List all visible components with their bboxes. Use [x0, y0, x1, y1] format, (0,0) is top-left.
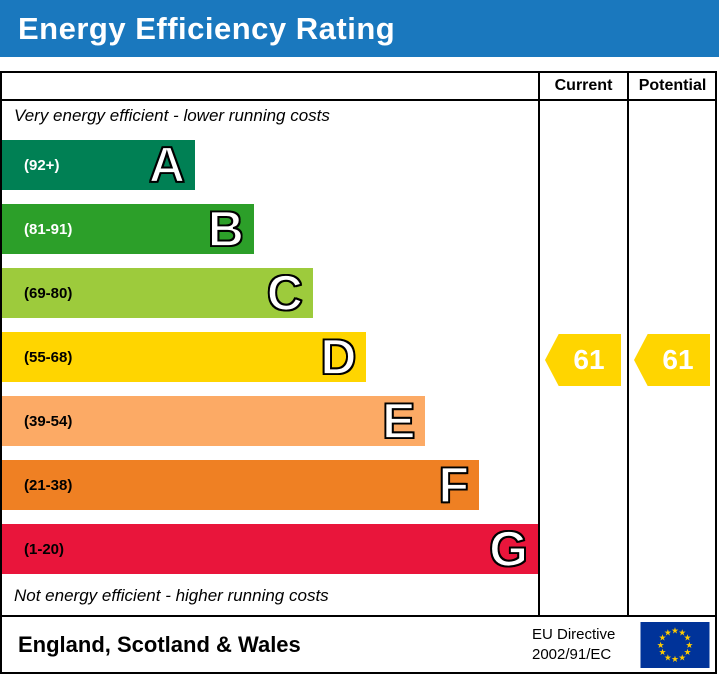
band-row-a: (92+) A — [2, 137, 195, 193]
svg-text:★: ★ — [664, 629, 672, 639]
band-range-label: (81-91) — [24, 220, 73, 238]
svg-text:★: ★ — [686, 641, 694, 651]
eu-directive-line1: EU Directive — [532, 626, 616, 643]
potential-column-header: Potential — [638, 77, 707, 94]
svg-text:★: ★ — [684, 634, 692, 644]
band-grade-letter: D — [319, 329, 357, 385]
column-header-underline — [2, 99, 715, 101]
current-rating-arrow: 61 — [545, 334, 621, 386]
band-range-label: (1-20) — [24, 540, 65, 558]
svg-text:★: ★ — [684, 648, 692, 658]
band-grade-letter: F — [438, 457, 470, 513]
band-range-label: (69-80) — [24, 284, 73, 302]
top-note: Very energy efficient - lower running co… — [14, 106, 330, 125]
band-row-e: (39-54) E — [2, 393, 426, 449]
band-row-c: (69-80) C — [2, 265, 313, 321]
footer-bar: England, Scotland & Wales EU Directive 2… — [0, 615, 717, 674]
potential-column-divider — [627, 73, 629, 615]
band-range-label: (21-38) — [24, 476, 73, 494]
bottom-note: Not energy efficient - higher running co… — [14, 586, 329, 605]
band-range-label: (92+) — [24, 156, 60, 174]
svg-text:★: ★ — [678, 653, 686, 663]
band-area: (92+) A (81-91) B (69-80) C (55-68) D (3… — [2, 137, 538, 577]
band-range-label: (55-68) — [24, 348, 73, 366]
band-grade-letter: B — [207, 201, 245, 257]
band-row-d: (55-68) D — [2, 329, 367, 385]
svg-text:★: ★ — [659, 648, 667, 658]
band-grade-letter: C — [266, 265, 304, 321]
svg-text:★: ★ — [671, 627, 679, 637]
region-label: England, Scotland & Wales — [18, 631, 301, 657]
current-column-header: Current — [554, 77, 613, 94]
eu-directive-line2: 2002/91/EC — [532, 646, 612, 663]
band-grade-letter: E — [381, 393, 416, 449]
svg-text:★: ★ — [657, 641, 665, 651]
eu-flag-icon: ★ ★ ★ ★ ★ ★ ★ ★ ★ ★ ★ ★ — [640, 622, 710, 673]
svg-text:★: ★ — [678, 629, 686, 639]
band-grade-letter: G — [488, 521, 529, 577]
band-row-b: (81-91) B — [2, 201, 254, 257]
svg-text:★: ★ — [671, 655, 679, 665]
potential-rating-value: 61 — [662, 344, 694, 375]
page-title: Energy Efficiency Rating — [18, 10, 396, 46]
band-row-f: (21-38) F — [2, 457, 480, 513]
svg-text:★: ★ — [664, 653, 672, 663]
eu-directive-text: EU Directive 2002/91/EC — [532, 625, 615, 665]
band-range-label: (39-54) — [24, 412, 73, 430]
current-column-divider — [538, 73, 540, 615]
band-grade-letter: A — [148, 137, 186, 193]
svg-text:★: ★ — [659, 634, 667, 644]
potential-rating-arrow: 61 — [634, 334, 710, 386]
title-banner: Energy Efficiency Rating — [0, 0, 719, 57]
band-row-g: (1-20) G — [2, 521, 538, 577]
current-rating-value: 61 — [573, 344, 605, 375]
